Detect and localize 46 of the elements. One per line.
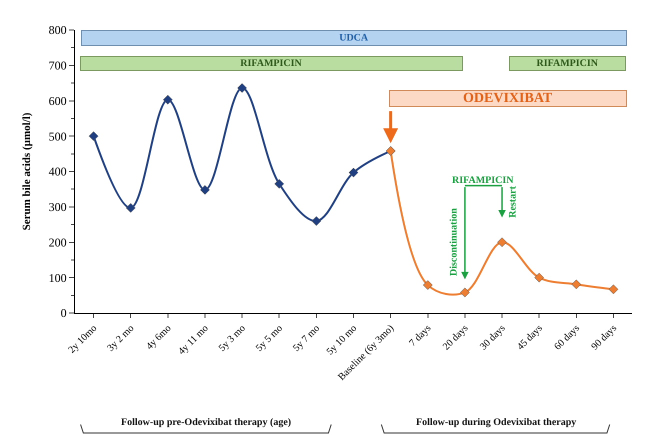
y-tick-label: 0 bbox=[60, 306, 67, 320]
annotation: Discontinuation bbox=[448, 208, 460, 276]
x-tick-label: 5y 10 mo bbox=[324, 322, 360, 358]
y-tick-label: 200 bbox=[48, 235, 67, 250]
y-tick-label: 400 bbox=[48, 164, 67, 179]
x-tick-label: 4y 11 mo bbox=[176, 322, 211, 358]
x-tick-label: 4y 6mo bbox=[144, 322, 174, 352]
x-tick-label: 5y 3 mo bbox=[216, 322, 248, 354]
point bbox=[534, 272, 544, 282]
y-tick-label: 700 bbox=[48, 58, 67, 73]
point bbox=[88, 131, 98, 141]
point bbox=[312, 216, 322, 226]
point bbox=[572, 280, 582, 290]
x-tick-label: 5y 5 mo bbox=[254, 322, 285, 354]
annotation: RIFAMPICIN bbox=[536, 58, 599, 69]
text: Follow-up pre-Odevixibat therapy (age) bbox=[121, 417, 292, 428]
annotation: RIFAMPICIN bbox=[452, 175, 514, 186]
y-tick-label: 800 bbox=[48, 23, 67, 38]
annotation: ODEVIXIBAT bbox=[463, 91, 553, 106]
y-tick-label: 100 bbox=[48, 270, 67, 285]
x-tick-label: 45 days bbox=[515, 322, 545, 352]
point bbox=[274, 179, 284, 189]
x-tick-label: 7 days bbox=[407, 322, 434, 349]
point bbox=[460, 288, 470, 298]
x-tick-label: 5y 7 mo bbox=[291, 322, 322, 354]
y-tick-label: 500 bbox=[48, 129, 67, 144]
point bbox=[200, 185, 210, 195]
x-tick-label: 3y 2 mo bbox=[105, 322, 136, 354]
point bbox=[422, 280, 433, 290]
y-tick-label: 600 bbox=[48, 94, 67, 108]
x-tick-label: 90 days bbox=[590, 322, 620, 352]
annotation: UDCA bbox=[339, 32, 369, 44]
x-tick-label: 30 days bbox=[478, 322, 508, 352]
x-tick-label: 20 days bbox=[440, 322, 471, 352]
text: Follow-up during Odevixibat therapy bbox=[416, 417, 576, 428]
point bbox=[126, 203, 136, 213]
point bbox=[497, 237, 507, 248]
x-tick-label: 60 days bbox=[552, 322, 582, 352]
annotation: RIFAMPICIN bbox=[240, 58, 303, 69]
y-tick-label: 300 bbox=[48, 200, 67, 214]
point bbox=[608, 284, 618, 294]
point bbox=[348, 168, 358, 178]
point bbox=[237, 83, 247, 93]
point bbox=[163, 94, 173, 104]
y-axis-title: Serum bile acids (µmol/l) bbox=[21, 112, 34, 230]
annotation: Restart bbox=[508, 185, 519, 218]
